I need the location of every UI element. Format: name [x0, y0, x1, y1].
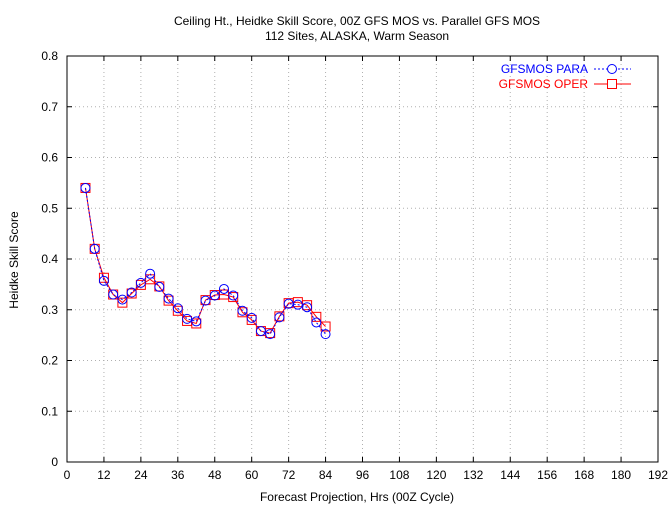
series-point: [117, 297, 128, 308]
x-tick-label: 96: [356, 468, 370, 482]
series-point: [154, 281, 165, 292]
series-point: [311, 311, 322, 322]
y-tick-label: 0.6: [41, 151, 58, 165]
series-point: [98, 275, 109, 286]
series-point: [302, 302, 313, 313]
x-tick-label: 120: [426, 468, 446, 482]
series-point: [255, 326, 266, 337]
x-tick-label: 156: [537, 468, 557, 482]
series-point: [320, 321, 331, 332]
series-line: [84, 187, 326, 334]
y-tick-label: 0.5: [41, 201, 58, 215]
y-tick-label: 0.1: [41, 404, 58, 418]
y-tick-label: 0: [51, 455, 58, 469]
x-tick-label: 132: [463, 468, 483, 482]
x-tick-label: 12: [97, 468, 111, 482]
series-point: [237, 305, 248, 316]
y-axis-label: Heidke Skill Score: [7, 211, 21, 309]
legend-marker: [607, 64, 617, 74]
series-point: [163, 293, 174, 304]
x-tick-label: 36: [171, 468, 185, 482]
series-point: [98, 272, 109, 283]
x-tick-label: 108: [389, 468, 409, 482]
series-point: [89, 243, 100, 254]
x-tick-label: 180: [611, 468, 631, 482]
grid: [67, 56, 658, 462]
series-point: [311, 317, 322, 328]
series-layer: [80, 182, 331, 340]
x-tick-label: 60: [245, 468, 259, 482]
axis-ticks: 0 12 24 36 48 60 72 84 96 108 120 132 144 156 168 180 19…: [41, 49, 668, 482]
y-tick-label: 0.4: [41, 252, 58, 266]
series-point: [172, 303, 183, 314]
y-tick-label: 0.8: [41, 49, 58, 63]
series-point: [145, 274, 156, 285]
chart-subtitle: 112 Sites, ALASKA, Warm Season: [265, 29, 449, 43]
series-point: [126, 287, 137, 298]
series-point: [209, 290, 220, 301]
series-point: [172, 305, 183, 316]
x-tick-label: 72: [282, 468, 296, 482]
chart-title: Ceiling Ht., Heidke Skill Score, 00Z GFS…: [174, 14, 540, 28]
series-point: [246, 312, 257, 323]
series-point: [274, 312, 285, 323]
x-tick-label: 48: [208, 468, 222, 482]
series-point: [191, 316, 202, 327]
series-point: [80, 182, 91, 193]
y-tick-label: 0.2: [41, 354, 58, 368]
x-tick-label: 0: [64, 468, 71, 482]
series-point: [108, 289, 119, 300]
x-axis-label: Forecast Projection, Hrs (00Z Cycle): [260, 490, 454, 504]
x-tick-label: 144: [500, 468, 520, 482]
series-point: [145, 268, 156, 279]
series-point: [320, 329, 331, 340]
y-tick-label: 0.3: [41, 303, 58, 317]
y-tick-label: 0.7: [41, 100, 58, 114]
legend-label: GFSMOS PARA: [501, 62, 588, 76]
x-tick-label: 168: [574, 468, 594, 482]
legend-marker: [607, 79, 617, 89]
series-point: [265, 329, 276, 340]
series-point: [218, 283, 229, 294]
series-point: [292, 299, 303, 310]
series-point: [182, 313, 193, 324]
series-point: [200, 295, 211, 306]
series-point: [135, 277, 146, 288]
x-tick-label: 192: [648, 468, 668, 482]
x-tick-label: 84: [319, 468, 333, 482]
series-line: [84, 187, 326, 335]
x-tick-label: 24: [134, 468, 148, 482]
series-point: [117, 294, 128, 305]
series-point: [228, 290, 239, 301]
legend-label: GFSMOS OPER: [499, 77, 589, 91]
